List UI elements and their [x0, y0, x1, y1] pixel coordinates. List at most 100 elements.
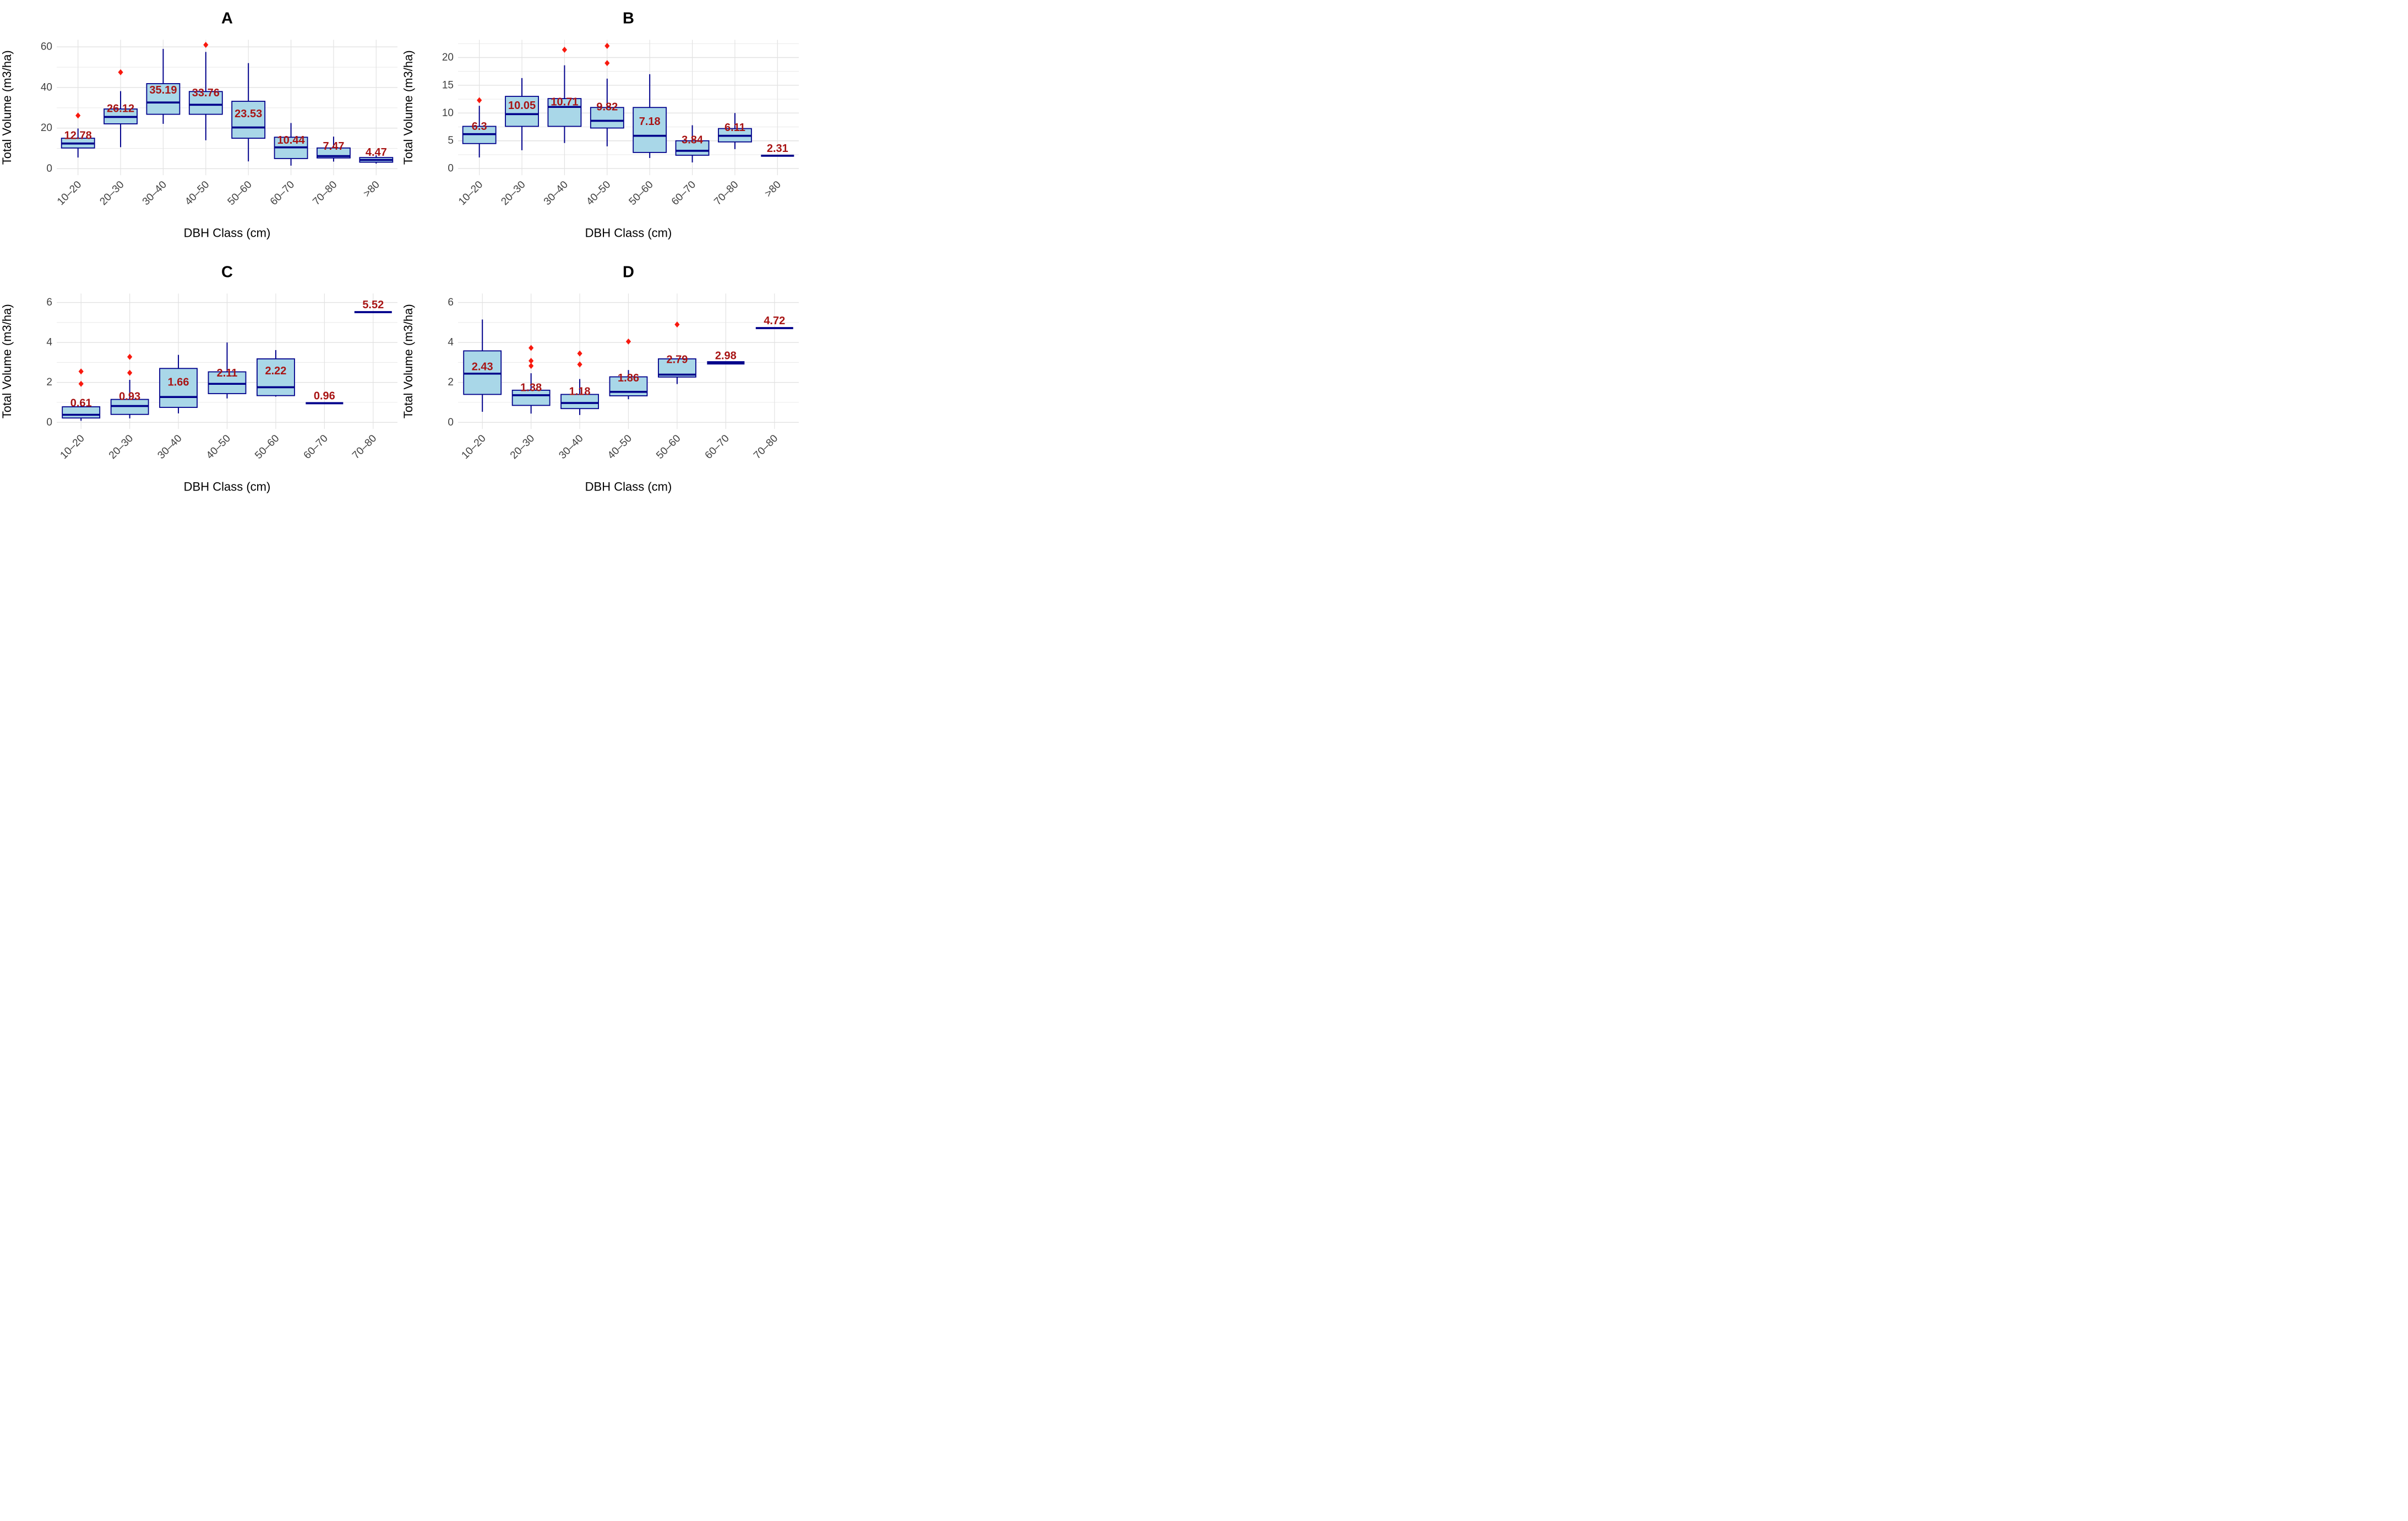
outlier-point	[78, 380, 84, 387]
x-axis-title: DBH Class (cm)	[184, 226, 271, 239]
iqr-box	[257, 358, 295, 396]
x-tick-label: 60–70	[268, 179, 297, 208]
mean-label: 10.05	[508, 100, 536, 112]
y-tick-label: 4	[46, 336, 52, 348]
x-tick-label: 20–30	[97, 179, 126, 208]
outlier-point	[577, 350, 582, 357]
x-tick-label: >80	[361, 179, 382, 200]
box-70–80: 5.52	[354, 299, 392, 313]
x-tick-label: 30–40	[542, 179, 570, 208]
box-50–60: 23.53	[231, 63, 266, 162]
outlier-point	[562, 46, 568, 53]
panel-C: 0 2 4 6 0.61 0.93 1.66 2.11 2.22 0.96 5.52 10–20 20–…	[0, 254, 401, 508]
outlier-point	[203, 41, 209, 48]
panel-B-chart: 0 5 10 15 20 6.3 10.05 10.71 9.82 7.18 3.84 6.11 2.3…	[401, 9, 799, 239]
panel-title: B	[623, 9, 634, 27]
box-20–30: 1.38	[511, 344, 551, 413]
x-tick-label: 30–40	[557, 432, 585, 461]
panel-title: C	[221, 263, 233, 281]
outlier-point	[78, 368, 84, 374]
x-tick-label: 50–60	[226, 179, 254, 208]
panel-title: D	[623, 263, 634, 281]
x-tick-label: >80	[762, 179, 783, 200]
y-axis-title: Total Volume (m3/ha)	[401, 304, 415, 418]
outlier-point	[477, 97, 482, 103]
x-tick-label: 50–60	[627, 179, 656, 208]
box-70–80: 4.72	[755, 315, 793, 329]
mean-label: 2.79	[666, 353, 688, 366]
gridlines	[458, 293, 799, 429]
iqr-box	[208, 371, 247, 394]
iqr-box	[231, 101, 266, 139]
mean-label: 1.18	[569, 385, 591, 397]
box-50–60: 2.22	[257, 350, 295, 396]
boxplot-figure: 0 20 40 60 12.78 26.12 35.19 33.76 23.53 10.44 7.4…	[0, 0, 803, 507]
mean-label: 33.76	[192, 87, 220, 99]
y-axis-title: Total Volume (m3/ha)	[0, 50, 14, 165]
y-tick-label: 40	[41, 81, 52, 93]
outlier-point	[577, 361, 582, 368]
mean-label: 26.12	[107, 102, 134, 115]
mean-label: 1.86	[618, 372, 639, 384]
box-20–30: 0.93	[110, 353, 149, 418]
box-60–70: 0.96	[306, 390, 344, 404]
x-tick-label: 30–40	[155, 432, 184, 461]
x-tick-label: 20–30	[499, 179, 527, 208]
box-70–80: 7.47	[317, 137, 351, 162]
y-tick-label: 4	[448, 336, 454, 348]
mean-label: 12.78	[64, 130, 92, 142]
x-tick-label: 40–50	[204, 432, 233, 461]
x-tick-label: 60–70	[302, 432, 330, 461]
box-60–70: 10.44	[274, 123, 308, 166]
box-30–40: 1.18	[560, 350, 599, 415]
x-tick-label: 20–30	[508, 432, 537, 461]
panel-C-chart: 0 2 4 6 0.61 0.93 1.66 2.11 2.22 0.96 5.52 10–20 20–…	[0, 263, 397, 493]
box-50–60: 2.79	[658, 321, 696, 384]
y-axis-title: Total Volume (m3/ha)	[401, 50, 415, 165]
mean-label: 7.47	[323, 140, 344, 152]
y-tick-label: 6	[448, 297, 454, 308]
box-20–30: 26.12	[103, 69, 138, 148]
iqr-box	[463, 350, 502, 395]
panel-A-chart: 0 20 40 60 12.78 26.12 35.19 33.76 23.53 10.44 7.4…	[0, 9, 397, 239]
box-50–60: 7.18	[633, 74, 667, 158]
x-axis-title: DBH Class (cm)	[585, 479, 672, 493]
mean-label: 23.53	[235, 108, 262, 120]
mean-label: 3.84	[682, 134, 704, 146]
x-tick-label: 40–50	[183, 179, 211, 208]
y-tick-label: 0	[448, 416, 454, 428]
iqr-box	[146, 83, 181, 115]
iqr-box	[505, 96, 539, 127]
outlier-point	[118, 69, 123, 75]
outlier-point	[529, 344, 534, 351]
mean-label: 7.18	[639, 116, 661, 128]
panel-D: 0 2 4 6 2.43 1.38 1.18 1.86 2.79 2.98 4.72 10–20 20–…	[401, 254, 803, 508]
mean-label: 0.96	[314, 390, 335, 402]
mean-label: 10.71	[551, 96, 578, 108]
mean-label: 35.19	[149, 84, 177, 96]
box-20–30: 10.05	[505, 78, 539, 150]
iqr-box	[560, 394, 599, 409]
mean-label: 4.72	[764, 315, 785, 327]
x-tick-label: 70–80	[751, 432, 780, 461]
mean-label: 0.61	[70, 397, 92, 409]
mean-label: 10.44	[277, 134, 306, 146]
x-tick-label: 40–50	[584, 179, 613, 208]
panel-title: A	[221, 9, 233, 27]
panel-D-chart: 0 2 4 6 2.43 1.38 1.18 1.86 2.79 2.98 4.72 10–20 20–…	[401, 263, 799, 493]
mean-label: 2.98	[715, 350, 737, 362]
outlier-point	[75, 112, 81, 119]
outlier-point	[529, 357, 534, 364]
y-tick-label: 10	[442, 107, 454, 119]
outlier-point	[127, 353, 133, 360]
box-10–20: 12.78	[61, 112, 95, 158]
x-tick-label: 10–20	[456, 179, 485, 208]
x-tick-label: 60–70	[669, 179, 698, 208]
y-tick-label: 5	[448, 135, 454, 146]
iqr-box	[511, 389, 551, 406]
y-tick-label: 60	[41, 41, 52, 53]
mean-label: 2.31	[767, 143, 788, 155]
x-tick-label: 70–80	[712, 179, 740, 208]
box-10–20: 6.3	[462, 97, 497, 157]
mean-label: 2.11	[217, 367, 238, 379]
